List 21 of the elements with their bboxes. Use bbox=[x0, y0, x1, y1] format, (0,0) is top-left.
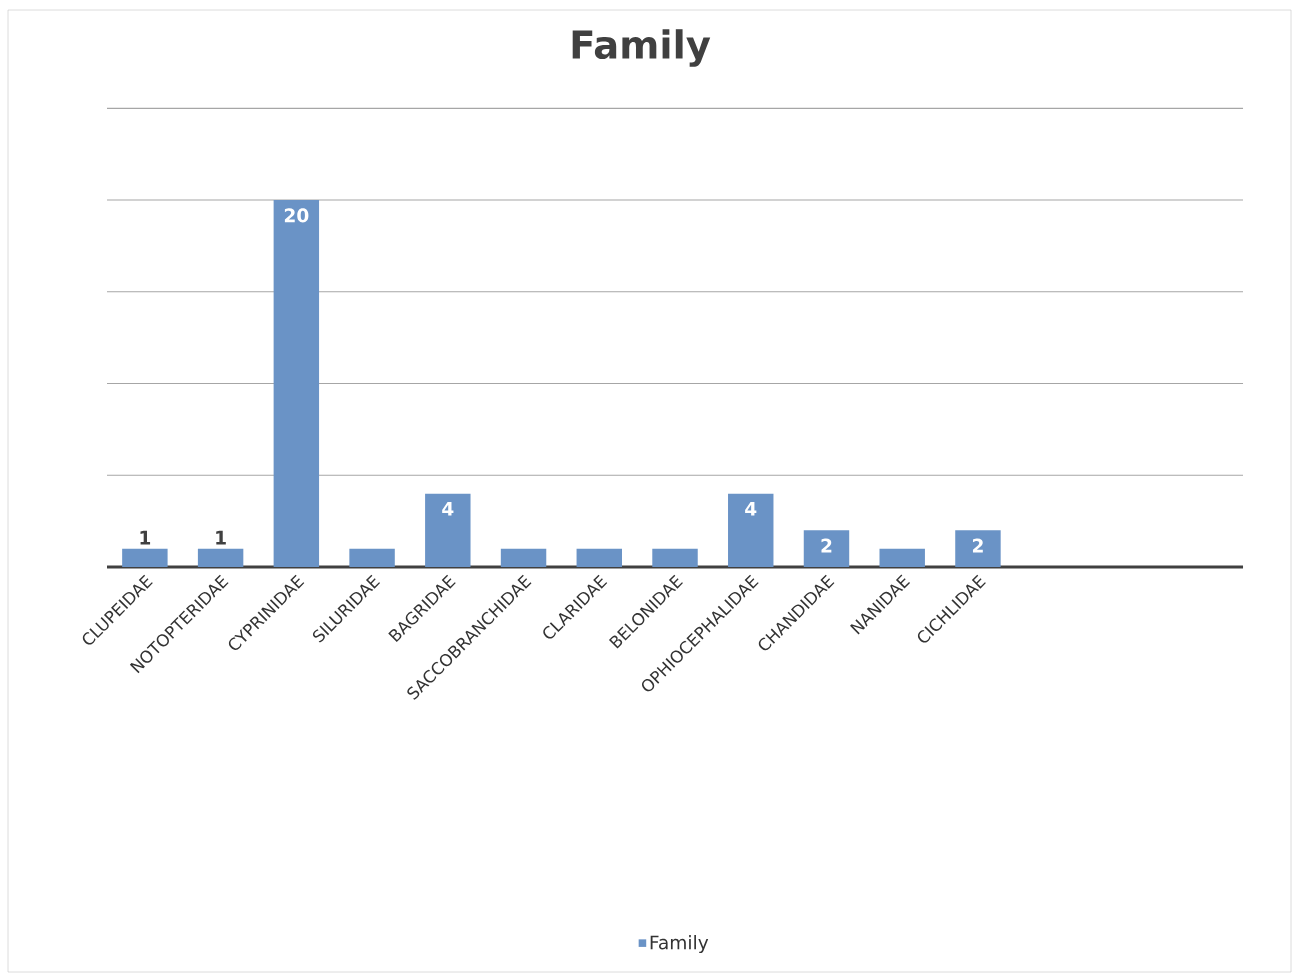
data-label: 1 bbox=[216, 530, 226, 545]
data-label: 20 bbox=[284, 208, 309, 223]
bar bbox=[273, 200, 320, 568]
chart-title: Family bbox=[572, 29, 711, 67]
bar bbox=[425, 493, 471, 568]
bar bbox=[803, 530, 850, 568]
bar bbox=[500, 548, 547, 568]
bar bbox=[576, 548, 622, 568]
data-label: 2 bbox=[972, 538, 983, 553]
bar bbox=[955, 530, 1001, 568]
data-label: 4 bbox=[745, 501, 757, 516]
bar bbox=[122, 548, 168, 568]
data-label: 2 bbox=[821, 538, 832, 553]
bar bbox=[728, 493, 774, 568]
bar bbox=[349, 548, 395, 568]
bar bbox=[197, 548, 244, 568]
bar bbox=[879, 548, 925, 568]
bar bbox=[652, 548, 698, 568]
data-label: 1 bbox=[140, 530, 151, 545]
legend-label: Family bbox=[650, 935, 709, 954]
data-label: 4 bbox=[442, 501, 454, 516]
